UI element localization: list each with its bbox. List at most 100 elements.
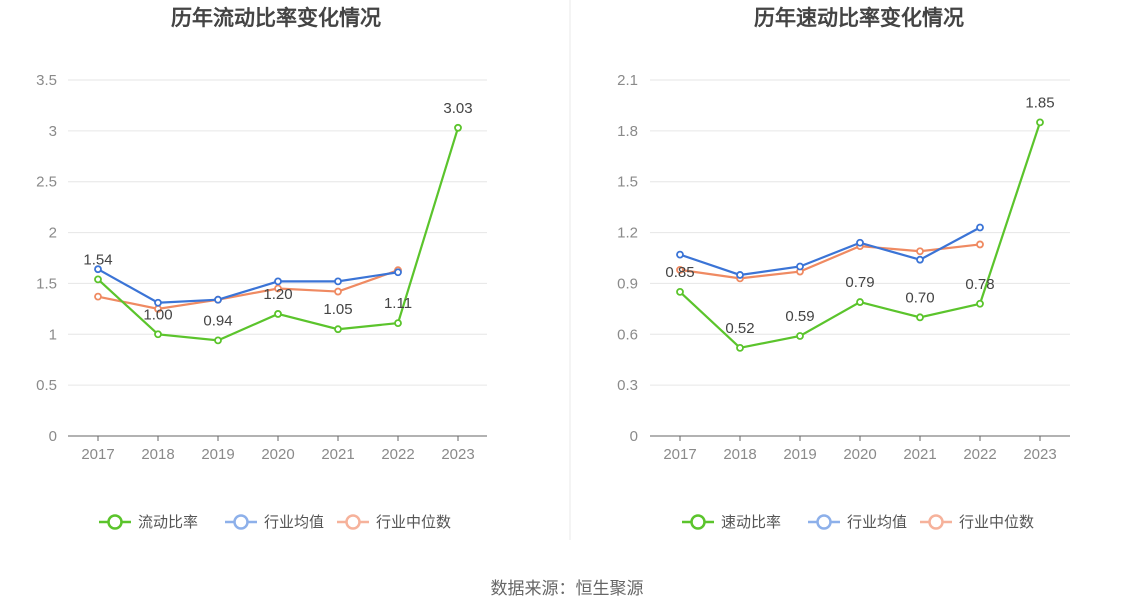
y-tick-label: 2.5 — [36, 174, 57, 191]
data-point[interactable] — [154, 298, 162, 307]
legend-marker — [345, 514, 361, 530]
x-tick-label: 2022 — [381, 446, 414, 463]
x-tick-label: 2020 — [843, 446, 876, 463]
data-point[interactable] — [916, 313, 924, 322]
legend-label: 行业中位数 — [959, 513, 1034, 531]
data-label: 1.05 — [323, 301, 352, 318]
x-tick-label: 2019 — [201, 446, 234, 463]
x-tick-label: 2017 — [81, 446, 114, 463]
data-point[interactable] — [334, 325, 342, 334]
y-tick-label: 1.5 — [36, 275, 57, 292]
data-label: 3.03 — [443, 100, 472, 117]
legend-item-industry-median[interactable]: 行业中位数 — [337, 513, 451, 531]
legend-item-company[interactable]: 流动比率 — [99, 513, 198, 531]
data-point[interactable] — [394, 268, 402, 277]
series-line — [97, 268, 399, 304]
data-point[interactable] — [916, 255, 924, 264]
chart-title: 历年流动比率变化情况 — [171, 6, 381, 30]
y-tick-label: 0.9 — [617, 275, 638, 292]
data-label: 0.85 — [665, 264, 694, 281]
series-line — [679, 122, 1042, 350]
data-point[interactable] — [736, 271, 744, 279]
data-point[interactable] — [94, 275, 102, 284]
data-label: 0.59 — [785, 308, 814, 325]
data-source-label: 数据来源：恒生聚源 — [490, 579, 644, 599]
data-point[interactable] — [274, 284, 282, 293]
series-industry-avg — [94, 265, 402, 307]
y-tick-label: 0.5 — [36, 377, 57, 394]
x-tick-label: 2023 — [1023, 446, 1056, 463]
y-tick-label: 3.5 — [36, 72, 57, 89]
series-line — [679, 243, 981, 280]
y-tick-label: 2 — [49, 225, 57, 242]
y-tick-label: 1.5 — [617, 174, 638, 191]
y-tick-label: 1 — [49, 326, 57, 343]
data-point[interactable] — [856, 238, 864, 247]
y-tick-label: 1.8 — [617, 123, 638, 140]
data-point[interactable] — [214, 295, 222, 304]
x-tick-label: 2023 — [441, 446, 474, 463]
series-line — [97, 269, 399, 310]
y-tick-label: 0 — [49, 428, 57, 445]
data-point[interactable] — [676, 265, 684, 274]
legend-item-industry-avg[interactable]: 行业均值 — [808, 513, 907, 531]
data-point[interactable] — [334, 287, 342, 296]
data-point[interactable] — [676, 288, 684, 296]
data-point[interactable] — [976, 240, 984, 249]
y-tick-label: 1.2 — [617, 225, 638, 242]
legend-label: 行业均值 — [264, 513, 324, 531]
data-point[interactable] — [796, 332, 804, 340]
y-tick-label: 0.6 — [617, 326, 638, 343]
legend-marker — [928, 514, 944, 530]
chart-canvas: 历年流动比率变化情况 0 0.5 1 1.5 2 2.5 3 3.5 2017 2018 2019 20… — [36, 0, 1070, 540]
data-point[interactable] — [796, 262, 804, 271]
data-point[interactable] — [274, 310, 282, 318]
data-point[interactable] — [94, 265, 102, 274]
series-industry-avg — [676, 223, 984, 279]
legend-label: 行业均值 — [847, 513, 907, 531]
x-tick-label: 2021 — [903, 446, 936, 463]
x-tick-label: 2018 — [141, 446, 174, 463]
x-tick-label: 2020 — [261, 446, 294, 463]
data-point[interactable] — [976, 223, 984, 232]
legend-marker — [233, 514, 249, 530]
x-tick-label: 2017 — [663, 446, 696, 463]
data-label: 1.11 — [384, 295, 412, 312]
x-tick-label: 2021 — [321, 446, 354, 463]
data-point[interactable] — [394, 319, 402, 327]
data-label: 1.20 — [263, 286, 292, 303]
chart-panel-2: 历年速动比率变化情况 0 0.3 0.6 0.9 1.2 1.5 1.8 2.1 2017 2018… — [617, 6, 1070, 531]
data-point[interactable] — [154, 330, 162, 339]
data-label: 0.70 — [905, 289, 934, 306]
legend-item-industry-median[interactable]: 行业中位数 — [920, 513, 1034, 531]
series-line — [679, 226, 981, 277]
data-point[interactable] — [1036, 118, 1044, 127]
data-label: 0.52 — [725, 320, 754, 337]
data-point[interactable] — [334, 277, 342, 286]
y-tick-label: 0 — [630, 428, 638, 445]
legend-marker — [816, 514, 832, 530]
y-tick-label: 0.3 — [617, 377, 638, 394]
chart-title: 历年速动比率变化情况 — [754, 6, 964, 30]
legend-label: 流动比率 — [138, 513, 198, 531]
data-label: 0.94 — [203, 312, 232, 329]
y-tick-label: 3 — [49, 123, 57, 140]
data-point[interactable] — [676, 250, 684, 259]
data-label: 0.79 — [845, 274, 874, 291]
legend-item-company[interactable]: 速动比率 — [682, 513, 781, 531]
legend-label: 速动比率 — [721, 513, 781, 531]
data-label: 1.00 — [143, 306, 172, 323]
data-point[interactable] — [736, 343, 744, 352]
legend-item-industry-avg[interactable]: 行业均值 — [225, 513, 324, 531]
data-point[interactable] — [454, 123, 462, 132]
data-point[interactable] — [856, 298, 864, 306]
data-point[interactable] — [94, 292, 102, 301]
data-point[interactable] — [274, 277, 282, 286]
series-company — [676, 118, 1044, 352]
legend-label: 行业中位数 — [376, 513, 451, 531]
data-label: 1.54 — [83, 251, 112, 268]
series-industry-median — [676, 240, 984, 283]
data-point[interactable] — [214, 336, 222, 345]
data-point[interactable] — [916, 247, 924, 256]
data-point[interactable] — [976, 299, 984, 308]
